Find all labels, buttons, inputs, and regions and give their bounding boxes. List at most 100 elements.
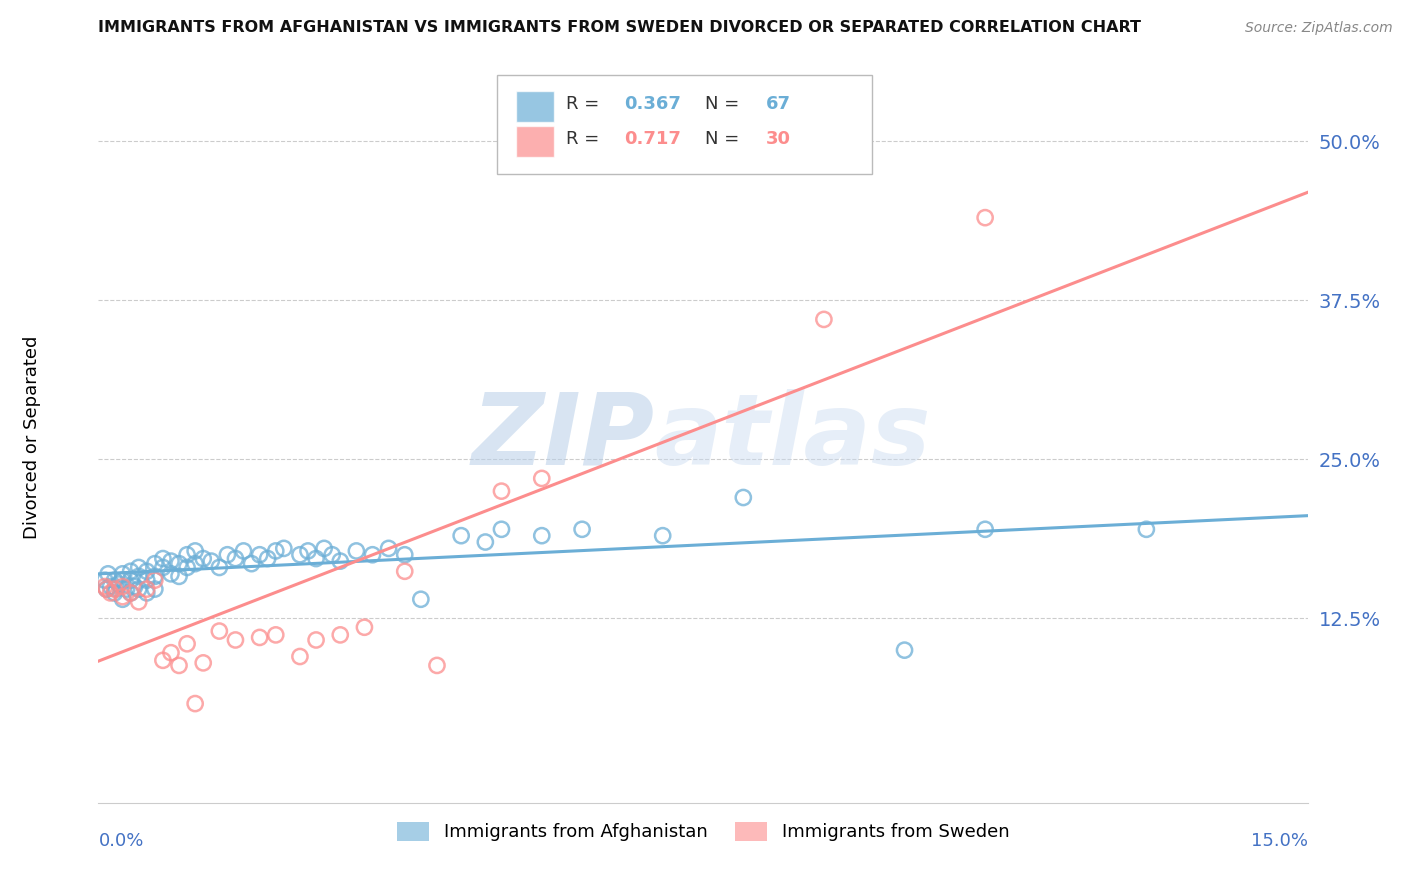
- Point: [200, 554, 222, 568]
- Point: [651, 529, 673, 543]
- Point: [160, 646, 183, 660]
- Point: [1135, 522, 1157, 536]
- Point: [264, 628, 287, 642]
- Point: [232, 544, 254, 558]
- Point: [128, 560, 150, 574]
- Point: [217, 548, 239, 562]
- Point: [143, 557, 166, 571]
- Point: [135, 586, 157, 600]
- Point: [120, 586, 142, 600]
- Point: [94, 573, 117, 587]
- Point: [103, 582, 125, 596]
- Point: [329, 628, 352, 642]
- Point: [193, 551, 215, 566]
- Point: [491, 484, 513, 499]
- Point: [176, 548, 198, 562]
- Point: [249, 548, 271, 562]
- Point: [128, 569, 150, 583]
- Point: [394, 548, 416, 562]
- Point: [256, 551, 278, 566]
- Point: [184, 697, 207, 711]
- Point: [143, 582, 166, 596]
- Point: [426, 658, 449, 673]
- Text: 15.0%: 15.0%: [1250, 832, 1308, 850]
- Text: 0.717: 0.717: [624, 130, 682, 148]
- Point: [409, 592, 432, 607]
- Point: [474, 535, 496, 549]
- Point: [111, 590, 134, 604]
- Point: [143, 569, 166, 583]
- Point: [167, 658, 190, 673]
- Point: [733, 491, 755, 505]
- Point: [111, 580, 134, 594]
- Point: [353, 620, 375, 634]
- Point: [128, 582, 150, 596]
- Point: [96, 582, 118, 596]
- Point: [103, 586, 125, 600]
- Point: [361, 548, 384, 562]
- Point: [115, 582, 138, 596]
- Point: [111, 573, 134, 587]
- Point: [344, 544, 367, 558]
- Point: [176, 560, 198, 574]
- Text: N =: N =: [706, 130, 745, 148]
- Point: [530, 471, 553, 485]
- Point: [176, 637, 198, 651]
- Text: 0.367: 0.367: [624, 95, 682, 113]
- Text: atlas: atlas: [655, 389, 931, 485]
- Point: [128, 595, 150, 609]
- Text: IMMIGRANTS FROM AFGHANISTAN VS IMMIGRANTS FROM SWEDEN DIVORCED OR SEPARATED CORR: IMMIGRANTS FROM AFGHANISTAN VS IMMIGRANT…: [98, 20, 1142, 35]
- Point: [135, 582, 157, 596]
- Point: [120, 586, 142, 600]
- Point: [184, 557, 207, 571]
- Point: [143, 573, 166, 587]
- Point: [208, 624, 231, 638]
- Point: [329, 554, 352, 568]
- Point: [111, 592, 134, 607]
- Point: [120, 573, 142, 587]
- Point: [100, 586, 122, 600]
- Point: [167, 557, 190, 571]
- Point: [224, 632, 246, 647]
- Point: [224, 551, 246, 566]
- Text: ZIP: ZIP: [471, 389, 655, 485]
- Point: [288, 649, 311, 664]
- Text: N =: N =: [706, 95, 745, 113]
- Point: [893, 643, 915, 657]
- Point: [167, 569, 190, 583]
- Point: [974, 211, 997, 225]
- Point: [273, 541, 295, 556]
- Point: [135, 564, 157, 578]
- Point: [240, 557, 263, 571]
- Point: [96, 582, 118, 596]
- Text: R =: R =: [567, 130, 606, 148]
- Point: [100, 580, 122, 594]
- Point: [184, 544, 207, 558]
- Point: [120, 564, 142, 578]
- Point: [450, 529, 472, 543]
- Legend: Immigrants from Afghanistan, Immigrants from Sweden: Immigrants from Afghanistan, Immigrants …: [389, 814, 1017, 848]
- Point: [297, 544, 319, 558]
- Text: Divorced or Separated: Divorced or Separated: [22, 335, 41, 539]
- Point: [105, 582, 128, 596]
- Point: [305, 551, 328, 566]
- Point: [377, 541, 399, 556]
- Point: [107, 577, 129, 591]
- Point: [974, 522, 997, 536]
- Text: 0.0%: 0.0%: [98, 832, 143, 850]
- Point: [321, 548, 343, 562]
- Point: [264, 544, 287, 558]
- Point: [152, 551, 174, 566]
- Text: 30: 30: [766, 130, 792, 148]
- Point: [124, 580, 146, 594]
- Point: [394, 564, 416, 578]
- Point: [94, 580, 117, 594]
- FancyBboxPatch shape: [498, 75, 872, 174]
- Point: [193, 656, 215, 670]
- Point: [314, 541, 336, 556]
- Point: [288, 548, 311, 562]
- Point: [160, 554, 183, 568]
- Point: [152, 560, 174, 574]
- Point: [152, 653, 174, 667]
- Point: [135, 573, 157, 587]
